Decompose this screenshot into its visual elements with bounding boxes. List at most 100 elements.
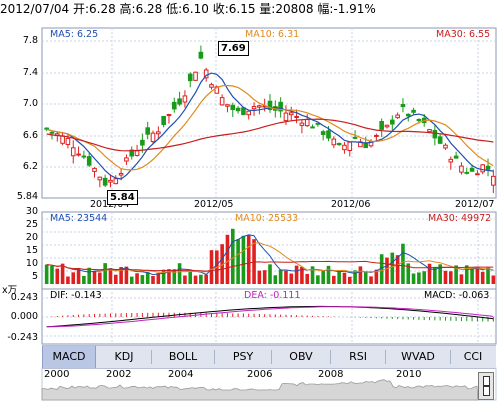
volume-bar — [337, 271, 341, 284]
volume-bar — [486, 267, 490, 284]
macd-dif-line — [46, 305, 494, 328]
volume-ma30-line — [46, 260, 494, 272]
candle-body — [310, 126, 315, 129]
candle-body — [331, 138, 337, 146]
timeline-year: 2002 — [106, 369, 132, 380]
volume-bar — [71, 272, 76, 284]
candle-body — [198, 51, 204, 59]
volume-bar — [129, 276, 134, 284]
volume-ytick: 30 — [25, 206, 38, 217]
candle-body — [448, 158, 454, 163]
tab-psy[interactable]: PSY — [232, 350, 254, 363]
volume-bars — [44, 228, 496, 284]
candle-body — [491, 175, 496, 186]
volume-bar — [417, 272, 421, 284]
tab-obv[interactable]: OBV — [289, 350, 313, 363]
volume-bar — [347, 276, 352, 284]
volume-bar — [98, 272, 102, 284]
candle-body — [203, 69, 209, 79]
candle-body — [246, 110, 252, 116]
candle-body — [235, 107, 241, 112]
candle-body — [171, 101, 177, 110]
volume-bar — [491, 275, 496, 284]
candle-body — [44, 127, 49, 130]
candle-body — [81, 155, 87, 158]
candle-body — [384, 124, 390, 128]
candle-body — [60, 135, 65, 144]
tab-rsi[interactable]: RSI — [349, 350, 367, 363]
candle-body — [400, 103, 406, 108]
price-ma30-label: MA30: 6.55 — [436, 29, 491, 40]
tab-macd[interactable]: MACD — [42, 346, 96, 368]
volume-bar — [188, 271, 193, 284]
candle-body — [437, 136, 443, 144]
volume-bar — [113, 274, 118, 284]
volume-bar — [172, 269, 177, 284]
candle-body — [161, 115, 166, 125]
indicator-tab-bar: MACD KDJ BOLL PSY OBV RSI WVAD CCI — [42, 345, 496, 369]
macd-ytick: -0.243 — [7, 332, 38, 343]
price-ytick: 7.0 — [22, 98, 38, 109]
volume-bar — [278, 269, 283, 284]
volume-ytick: 15 — [25, 245, 38, 256]
volume-bar — [119, 266, 123, 284]
volume-ma10-label: MA10: 25533 — [235, 213, 299, 224]
candle-body — [405, 113, 411, 117]
candle-body — [150, 132, 156, 143]
volume-bar — [145, 272, 150, 284]
candle-body — [432, 129, 438, 139]
candle-body — [283, 112, 289, 122]
candle-body — [86, 156, 92, 166]
candle-body — [102, 177, 108, 186]
candle-body — [363, 143, 369, 149]
tab-kdj[interactable]: KDJ — [114, 350, 134, 363]
candle-body — [97, 176, 103, 181]
volume-ytick: 5 — [31, 271, 38, 282]
candle-body — [166, 114, 172, 117]
volume-bar — [422, 271, 427, 284]
volume-bar — [379, 254, 384, 284]
volume-bar — [161, 269, 166, 284]
volume-bar — [411, 273, 416, 284]
candle-body — [352, 136, 358, 139]
volume-bar — [199, 274, 203, 284]
volume-unit-label: x万 — [2, 285, 18, 296]
volume-bar — [305, 273, 310, 284]
timeline-year: 2006 — [247, 369, 273, 380]
price-xtick: 2012/07 — [455, 199, 495, 210]
price-ytick: 7.8 — [22, 35, 38, 46]
volume-bar — [262, 270, 267, 284]
volume-bar — [193, 275, 198, 284]
volume-bar — [390, 252, 395, 284]
macd-ytick: 0.000 — [10, 311, 38, 322]
volume-bar — [316, 275, 320, 284]
timeline-overview — [41, 367, 497, 401]
candle-body — [225, 104, 230, 107]
candle-body — [390, 119, 395, 125]
tab-wvad[interactable]: WVAD — [401, 350, 435, 363]
timeline-year: 2004 — [168, 369, 194, 380]
candle-body — [485, 165, 491, 170]
candle-body — [320, 131, 326, 135]
volume-bar — [300, 266, 304, 284]
candle-body — [92, 167, 97, 172]
ma30-line — [46, 118, 494, 152]
timeline-year: 2000 — [44, 369, 70, 380]
volume-bar — [427, 263, 432, 284]
volume-bar — [151, 275, 155, 284]
volume-bar — [257, 270, 262, 284]
volume-bar — [385, 257, 389, 284]
candle-body — [230, 104, 236, 111]
candle-body — [118, 173, 124, 176]
volume-bar — [284, 270, 288, 284]
tab-cci[interactable]: CCI — [463, 350, 483, 363]
tab-boll[interactable]: BOLL — [168, 350, 198, 363]
volume-bar — [464, 265, 469, 284]
candle-body — [182, 95, 188, 103]
candle-body — [219, 97, 225, 106]
timeline-range-handle[interactable] — [478, 372, 494, 400]
candle-body — [113, 178, 119, 185]
volume-bar — [273, 275, 278, 284]
macd-dea-line — [46, 306, 494, 328]
